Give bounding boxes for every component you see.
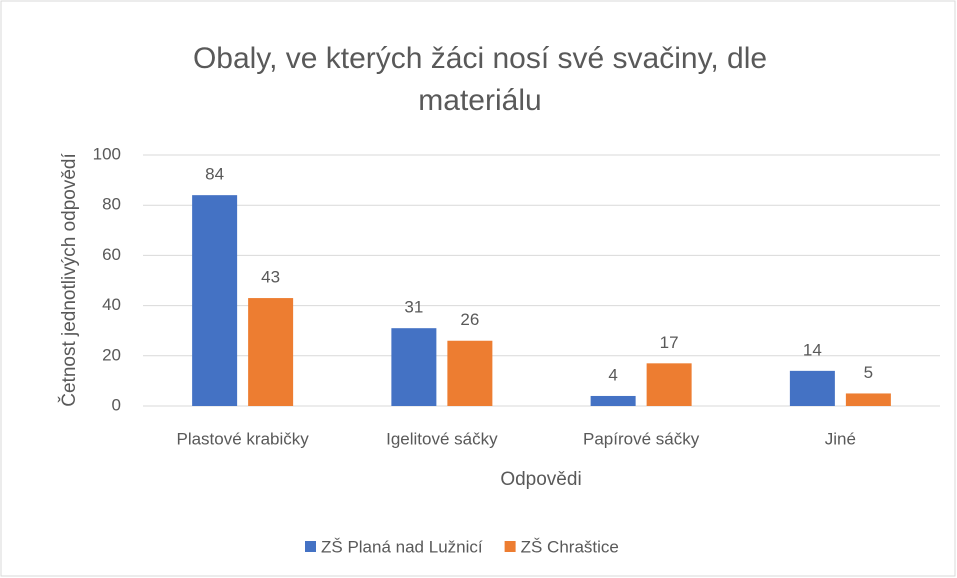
bar (391, 328, 437, 406)
data-label: 5 (864, 363, 873, 382)
bar (248, 298, 294, 406)
data-label: 4 (608, 365, 617, 384)
legend-swatch (504, 541, 516, 552)
y-axis-title: Četnost jednotlivých odpovědí (58, 153, 80, 407)
bar (646, 363, 692, 406)
bar (845, 393, 891, 406)
bar (789, 370, 835, 406)
data-label: 14 (803, 340, 822, 359)
bar (447, 340, 493, 406)
y-tick-label: 20 (102, 345, 121, 364)
data-label: 31 (404, 298, 423, 317)
y-tick-label: 60 (102, 245, 121, 264)
y-tick-label: 100 (93, 144, 121, 163)
data-label: 43 (261, 268, 280, 287)
legend-swatch (305, 541, 316, 552)
chart-title: Obaly, ve kterých žáci nosí své svačiny,… (192, 42, 768, 117)
x-tick-label: Igelitové sáčky (386, 429, 498, 448)
legend-label: ZŠ Planá nad Lužnicí (321, 537, 483, 556)
data-label: 26 (460, 310, 479, 329)
x-axis-title: Odpovědi (500, 469, 581, 490)
x-tick-label: Jiné (825, 429, 856, 448)
x-tick-label: Papírové sáčky (583, 429, 700, 448)
bar (590, 395, 636, 406)
y-tick-label: 40 (102, 295, 121, 314)
legend-label: ZŠ Chraštice (521, 537, 619, 556)
y-tick-label: 0 (112, 395, 121, 414)
data-label: 17 (660, 333, 679, 352)
data-label: 84 (205, 165, 224, 184)
x-tick-label: Plastové krabičky (176, 429, 309, 448)
bar (192, 195, 238, 406)
y-tick-label: 80 (102, 195, 121, 214)
